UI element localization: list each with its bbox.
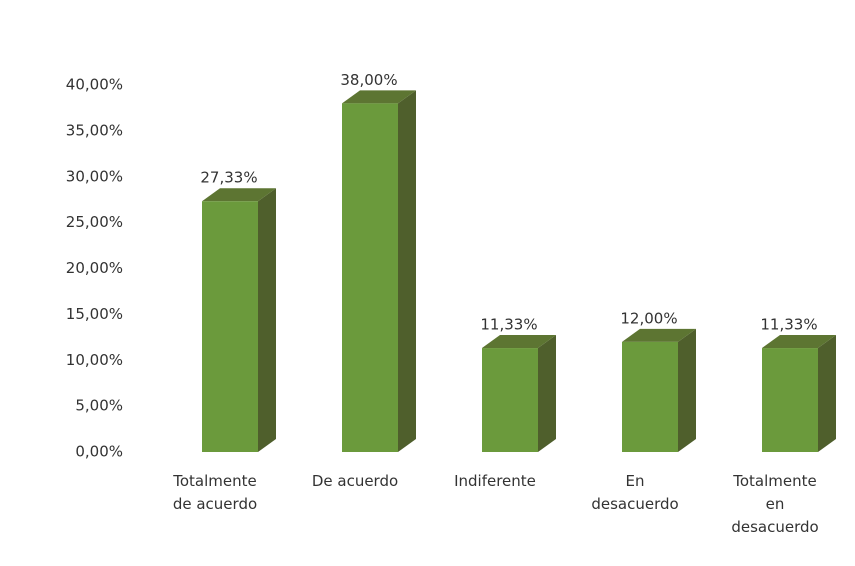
bar [482,348,538,452]
value-label: 12,00% [620,309,677,327]
value-label: 11,33% [760,316,817,334]
x-tick-label: De acuerdo [311,472,399,490]
y-tick-label: 20,00% [66,259,123,277]
bar-side [818,335,836,452]
bar [762,348,818,452]
y-tick-label: 0,00% [75,443,123,461]
y-tick-label: 40,00% [66,76,123,94]
bar-side [398,90,416,452]
y-tick-label: 15,00% [66,305,123,323]
x-tick-label: En desacuerdo [591,472,679,513]
y-tick-label: 5,00% [75,397,123,415]
y-tick-label: 25,00% [66,213,123,231]
bar-top [342,90,416,104]
bar-side [538,335,556,452]
x-tick-label: Totalmente de acuerdo [172,472,258,513]
bar [622,341,678,452]
x-tick-label: Indiferente [454,472,536,490]
bar-top [762,335,836,349]
value-label: 11,33% [480,316,537,334]
value-label: 38,00% [340,71,397,89]
y-tick-label: 35,00% [66,121,123,139]
bar-side [258,188,276,452]
bar [202,201,258,452]
y-tick-label: 10,00% [66,351,123,369]
bar-top [202,188,276,202]
bar-top [482,335,556,349]
bar-side [678,328,696,452]
bar [342,103,398,452]
y-tick-label: 30,00% [66,167,123,185]
value-label: 27,33% [200,169,257,187]
bar-top [622,328,696,342]
x-tick-label: Totalmente en desacuerdo [731,472,819,536]
